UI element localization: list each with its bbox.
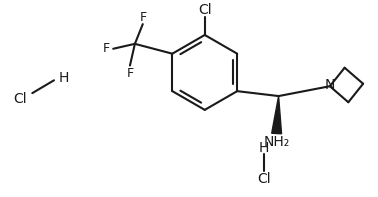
Text: H: H (259, 141, 269, 155)
Text: H: H (59, 71, 69, 85)
Text: Cl: Cl (198, 3, 212, 17)
Text: Cl: Cl (257, 172, 271, 186)
Text: F: F (103, 42, 110, 55)
Text: F: F (126, 67, 133, 80)
Text: F: F (140, 11, 147, 24)
Text: NH₂: NH₂ (263, 135, 290, 149)
Text: Cl: Cl (13, 92, 26, 106)
Polygon shape (272, 96, 282, 134)
Text: N: N (325, 78, 335, 92)
